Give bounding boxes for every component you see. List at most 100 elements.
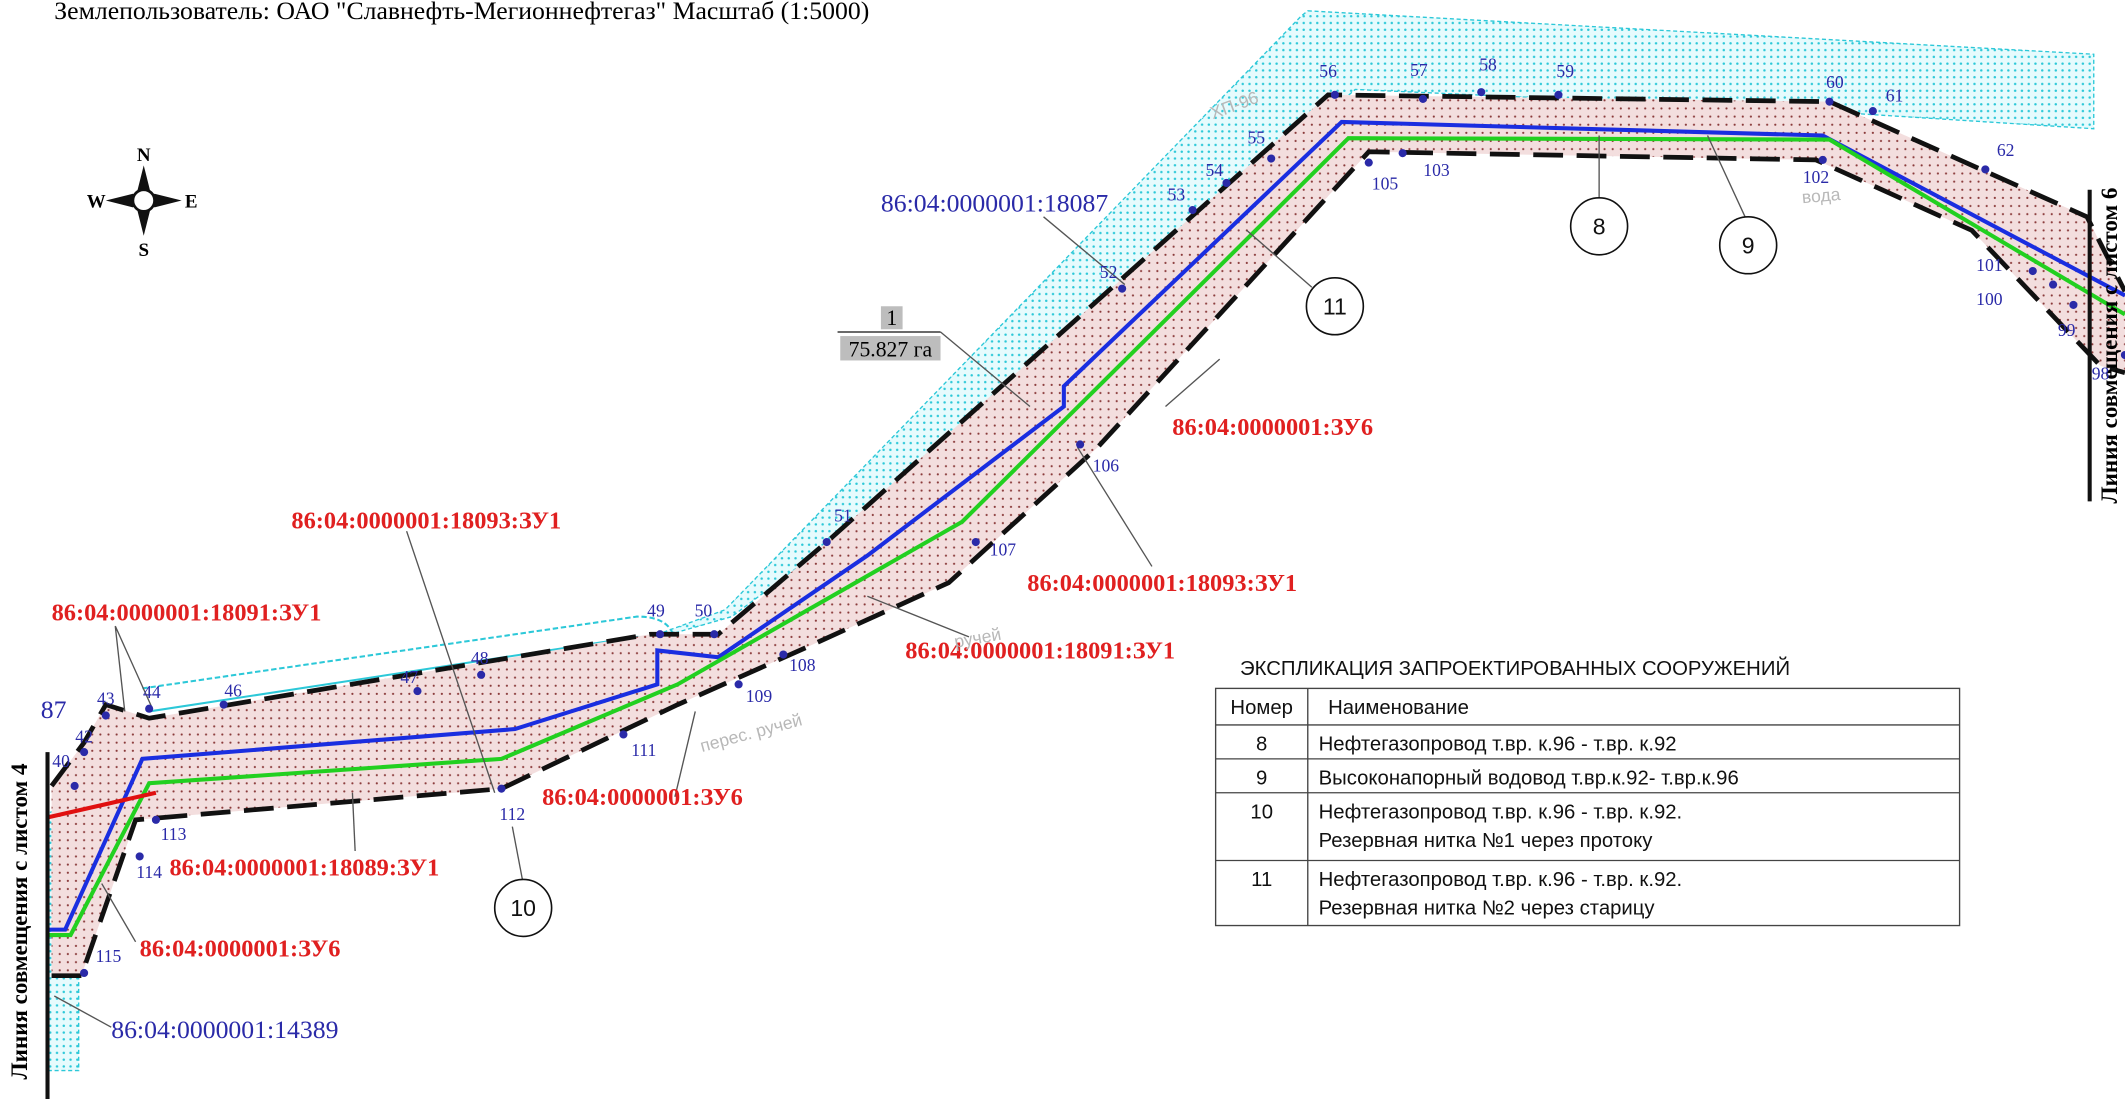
table-number: 9 — [1256, 768, 1267, 790]
point-marker — [151, 815, 160, 824]
point-label: 99 — [2058, 320, 2076, 340]
point-marker — [619, 730, 628, 739]
compass-w: W — [87, 191, 106, 212]
point-marker — [822, 537, 831, 547]
point-marker — [497, 784, 506, 793]
table-header: Наименование — [1328, 697, 1469, 719]
pipeline-blue — [48, 119, 2125, 932]
table-name: Нефтегазопровод т.вр. к.96 - т.вр. к.92. — [1319, 801, 1683, 823]
table-name: Высоконапорный водовод т.вр.к.92- т.вр.к… — [1319, 768, 1739, 790]
neighbor-label: 86:04:0000001:14389 — [111, 1015, 338, 1044]
point-label: 98 — [2092, 363, 2110, 383]
point-label: 108 — [789, 655, 816, 675]
point-marker — [2069, 300, 2078, 309]
compass: N S W E — [87, 145, 198, 261]
point-label: 58 — [1479, 54, 1497, 74]
structure-circle — [1718, 216, 1778, 275]
parcel-label: 86:04:0000001:18093:ЗУ1 — [291, 507, 561, 534]
point-label: 53 — [1168, 185, 1186, 205]
point-label: 54 — [1205, 160, 1223, 180]
point-marker — [971, 537, 980, 547]
compass-n: N — [137, 145, 151, 166]
header-title: Землепользователь: ОАО "Славнефть-Мегион… — [54, 0, 869, 25]
leaders — [53, 135, 1749, 1028]
structure-circle — [1305, 276, 1365, 336]
area-number: 1 — [886, 306, 897, 330]
compass-e: E — [185, 191, 198, 212]
point-marker — [145, 704, 154, 713]
point-marker — [779, 650, 788, 659]
point-label: 62 — [1997, 140, 2015, 160]
point-label: 46 — [224, 681, 242, 701]
point-marker — [1418, 94, 1428, 103]
point-label: 49 — [647, 601, 665, 621]
corridor — [51, 94, 2125, 976]
point-label: 61 — [1886, 86, 1904, 106]
point-label: 51 — [834, 506, 852, 526]
point-marker — [1825, 97, 1834, 106]
point-label: 55 — [1247, 128, 1265, 148]
structure-circle — [1569, 197, 1629, 256]
point-label: 102 — [1803, 167, 1829, 187]
point-label: 111 — [631, 740, 656, 760]
point-label: 105 — [1372, 174, 1399, 194]
point-marker — [80, 968, 89, 978]
point-marker — [1868, 107, 1877, 116]
point-label: 48 — [471, 648, 489, 668]
point-marker — [1981, 165, 1990, 174]
point-marker — [2120, 350, 2125, 360]
point-label: 47 — [401, 667, 419, 687]
parcel-label: 86:04:0000001:18091:ЗУ1 — [905, 638, 1175, 665]
table-name: Нефтегазопровод т.вр. к.96 - т.вр. к.92. — [1319, 869, 1683, 891]
point-label: 52 — [1100, 262, 1118, 282]
point-marker — [219, 700, 228, 709]
pipeline-red — [48, 790, 157, 820]
table-name: Нефтегазопровод т.вр. к.96 - т.вр. к.92 — [1319, 734, 1677, 756]
point-marker — [1554, 90, 1563, 99]
point-marker — [1477, 88, 1486, 97]
point-label: 106 — [1093, 456, 1120, 476]
point-marker — [655, 630, 665, 639]
point-marker — [1364, 158, 1373, 167]
point-marker — [1076, 440, 1085, 449]
parcel-label: 86:04:0000001:18089:ЗУ1 — [169, 854, 439, 881]
table-name: Резервная нитка №1 через протоку — [1319, 830, 1654, 852]
structure-number: 10 — [510, 895, 536, 921]
point-label: 56 — [1319, 61, 1337, 81]
point-marker — [1267, 154, 1276, 163]
table-name: Резервная нитка №2 через старицу — [1319, 898, 1656, 920]
table-title: ЭКСПЛИКАЦИЯ ЗАПРОЕКТИРОВАННЫХ СООРУЖЕНИЙ — [1240, 656, 1790, 680]
structure-number: 8 — [1593, 213, 1606, 239]
table-number: 11 — [1251, 869, 1272, 891]
structure-circle — [493, 878, 553, 938]
sheet-link-left: Линия совмещения с листом 4 — [6, 763, 32, 1079]
point-marker — [477, 670, 486, 679]
parcel-label: 86:04:0000001:18093:ЗУ1 — [1027, 570, 1297, 597]
edge-label: 87 — [41, 695, 67, 724]
point-label: 59 — [1556, 61, 1574, 81]
point-label: 109 — [746, 686, 773, 706]
table-number: 10 — [1250, 801, 1273, 823]
point-label: 57 — [1410, 60, 1428, 80]
point-label: 44 — [143, 682, 161, 702]
point-marker — [70, 781, 79, 791]
area-label: 1 75.827 га — [837, 306, 1031, 408]
point-marker — [1222, 178, 1231, 188]
point-label: 40 — [52, 751, 70, 771]
point-label: 60 — [1826, 72, 1844, 92]
parcel-label: 86:04:0000001:ЗУ6 — [542, 784, 743, 811]
table-number: 8 — [1256, 734, 1267, 756]
map-note: перес. ручей — [698, 710, 804, 756]
point-label: 42 — [75, 727, 93, 747]
point-label: 100 — [1976, 289, 2003, 309]
parcel-label: 86:04:0000001:ЗУ6 — [1172, 414, 1373, 441]
boundary — [51, 149, 2125, 979]
point-marker — [1188, 205, 1197, 215]
cyan-zone — [46, 10, 2095, 1072]
point-marker — [710, 630, 719, 639]
table-header: Номер — [1230, 697, 1293, 719]
point-marker — [1330, 90, 1339, 99]
point-label: 112 — [499, 804, 525, 824]
point-marker — [80, 748, 89, 757]
